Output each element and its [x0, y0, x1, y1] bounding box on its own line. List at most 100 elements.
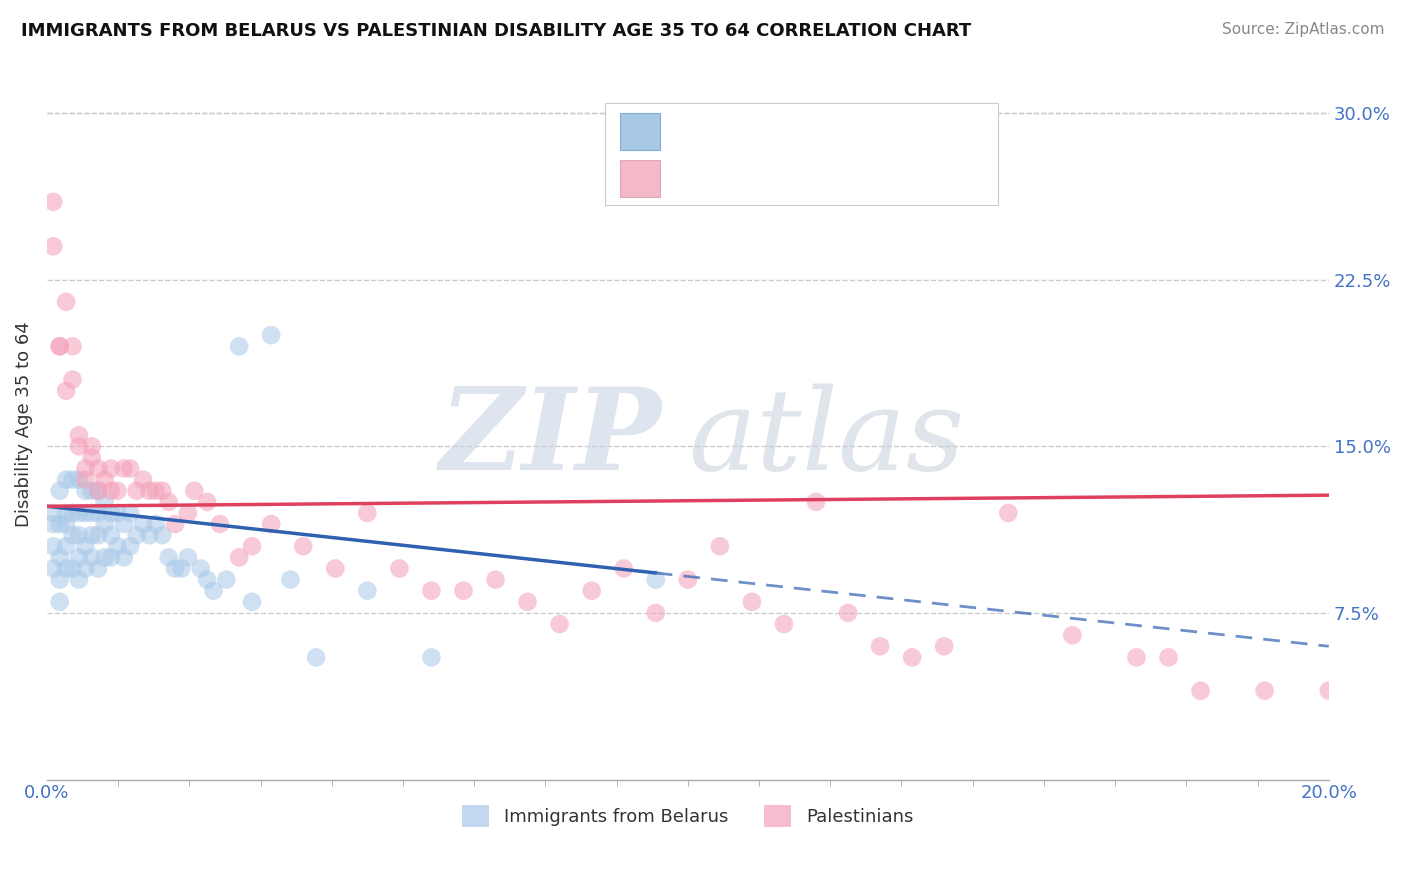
Bar: [620, 112, 659, 150]
Point: [93, 550, 115, 565]
Legend: Immigrants from Belarus, Palestinians: Immigrants from Belarus, Palestinians: [456, 798, 921, 835]
Point: [388, 561, 411, 575]
Point: [87, 506, 110, 520]
Point: [42, 539, 65, 553]
Point: [48, 595, 70, 609]
Point: [145, 483, 167, 498]
Point: [42, 561, 65, 575]
Point: [80, 550, 103, 565]
Point: [67, 473, 90, 487]
Point: [183, 483, 205, 498]
Point: [676, 573, 699, 587]
Point: [100, 506, 122, 520]
Point: [280, 573, 302, 587]
Point: [93, 473, 115, 487]
Point: [292, 539, 315, 553]
Point: [48, 339, 70, 353]
Point: [100, 550, 122, 565]
Point: [804, 495, 827, 509]
Point: [55, 506, 77, 520]
Point: [581, 583, 603, 598]
Point: [190, 561, 212, 575]
Point: [93, 495, 115, 509]
Point: [125, 528, 148, 542]
Point: [165, 561, 187, 575]
Point: [62, 339, 84, 353]
Point: [138, 528, 160, 542]
Point: [48, 517, 70, 532]
Point: [55, 384, 77, 398]
Point: [1062, 628, 1084, 642]
Text: R = -0.098: R = -0.098: [679, 121, 776, 139]
Point: [67, 428, 90, 442]
Point: [837, 606, 859, 620]
Text: 0.010: 0.010: [727, 169, 783, 187]
Point: [997, 506, 1019, 520]
Point: [420, 650, 443, 665]
Point: [112, 550, 135, 565]
Point: [105, 483, 128, 498]
Point: [516, 595, 538, 609]
Point: [901, 650, 924, 665]
Point: [100, 461, 122, 475]
Point: [323, 561, 346, 575]
Point: [67, 550, 90, 565]
Point: [42, 506, 65, 520]
Point: [87, 561, 110, 575]
Point: [215, 573, 238, 587]
Point: [55, 517, 77, 532]
Point: [80, 506, 103, 520]
Point: [105, 539, 128, 553]
Point: [644, 606, 666, 620]
Point: [260, 517, 283, 532]
Text: IMMIGRANTS FROM BELARUS VS PALESTINIAN DISABILITY AGE 35 TO 64 CORRELATION CHART: IMMIGRANTS FROM BELARUS VS PALESTINIAN D…: [21, 22, 972, 40]
Point: [177, 506, 200, 520]
Point: [120, 506, 142, 520]
Y-axis label: Disability Age 35 to 64: Disability Age 35 to 64: [15, 321, 32, 527]
Point: [305, 650, 328, 665]
Text: N = 64: N = 64: [852, 169, 915, 187]
Point: [228, 339, 250, 353]
Point: [80, 439, 103, 453]
Point: [132, 517, 155, 532]
Point: [100, 528, 122, 542]
Point: [869, 640, 891, 654]
Point: [75, 539, 97, 553]
Point: [195, 573, 218, 587]
Point: [741, 595, 763, 609]
Point: [356, 506, 378, 520]
Point: [87, 528, 110, 542]
Point: [138, 483, 160, 498]
Point: [93, 517, 115, 532]
Point: [62, 561, 84, 575]
Point: [150, 483, 173, 498]
Point: [240, 539, 263, 553]
Point: [1317, 683, 1340, 698]
FancyBboxPatch shape: [605, 103, 998, 205]
Point: [1125, 650, 1147, 665]
Point: [100, 483, 122, 498]
Text: N = 68: N = 68: [852, 121, 915, 139]
Point: [62, 506, 84, 520]
Point: [170, 561, 193, 575]
Point: [165, 517, 187, 532]
Point: [157, 495, 180, 509]
Point: [75, 461, 97, 475]
Point: [62, 528, 84, 542]
Point: [80, 483, 103, 498]
Point: [55, 539, 77, 553]
Point: [150, 528, 173, 542]
Point: [67, 439, 90, 453]
Point: [1253, 683, 1275, 698]
Point: [42, 194, 65, 209]
Point: [48, 339, 70, 353]
Point: [67, 506, 90, 520]
Point: [62, 373, 84, 387]
Text: R =: R =: [679, 121, 718, 139]
Point: [1157, 650, 1180, 665]
Point: [112, 517, 135, 532]
Point: [75, 506, 97, 520]
Point: [105, 506, 128, 520]
Point: [195, 495, 218, 509]
Point: [260, 328, 283, 343]
